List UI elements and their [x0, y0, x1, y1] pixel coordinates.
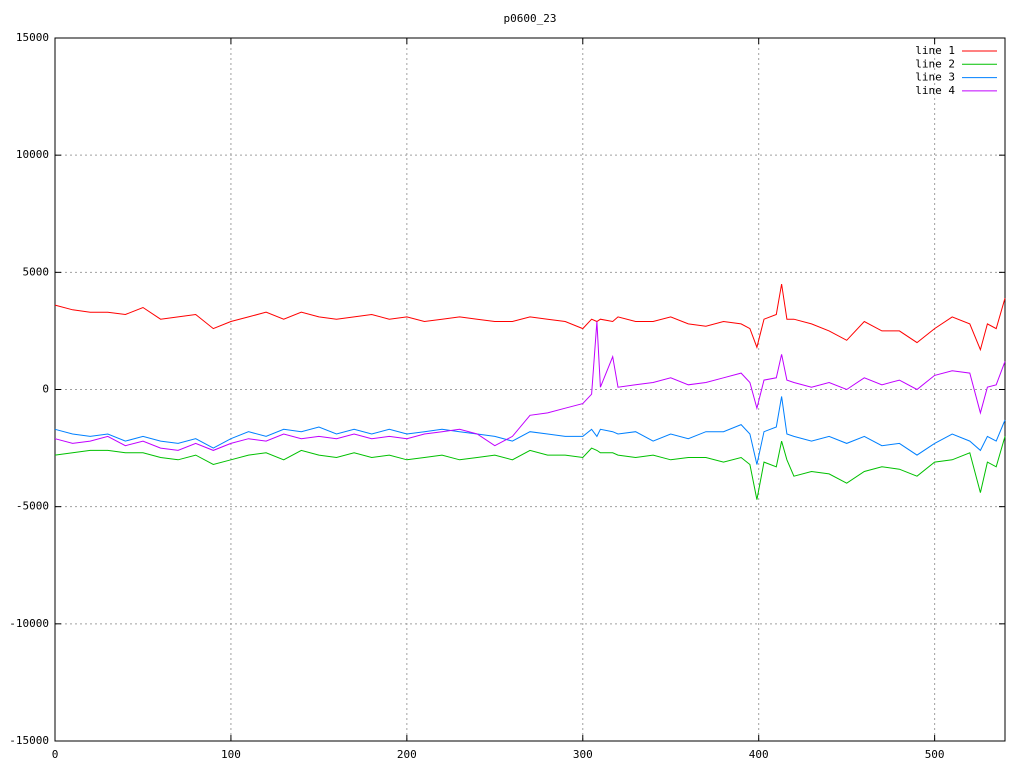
y-tick-label: -10000	[9, 617, 49, 630]
legend-label: line 2	[915, 57, 955, 70]
x-tick-label: 500	[925, 748, 945, 761]
x-tick-label: 300	[573, 748, 593, 761]
y-tick-label: 5000	[23, 265, 50, 278]
legend-label: line 1	[915, 44, 955, 57]
data-line	[54, 284, 1006, 352]
y-tick-label: 10000	[16, 148, 49, 161]
x-tick-label: 200	[397, 748, 417, 761]
x-tick-label: 0	[52, 748, 59, 761]
plot-border	[54, 37, 1006, 742]
x-tick-label: 100	[221, 748, 241, 761]
y-tick-label: 15000	[16, 31, 49, 44]
data-line	[54, 396, 1006, 465]
legend-label: line 4	[915, 84, 955, 97]
chart-title: p0600_23	[504, 12, 557, 25]
legend-label: line 3	[915, 71, 955, 84]
y-tick-label: -5000	[16, 500, 49, 513]
y-tick-label: -15000	[9, 734, 49, 747]
x-tick-label: 400	[749, 748, 769, 761]
data-line	[54, 321, 1006, 451]
y-tick-label: 0	[42, 383, 49, 396]
data-line	[54, 436, 1006, 500]
